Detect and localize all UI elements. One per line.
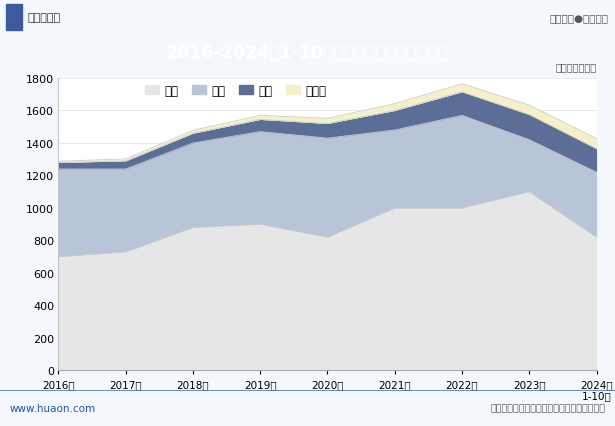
Text: 华经情报网: 华经情报网 <box>28 13 61 23</box>
Text: 2016-2024年1-10月湖南省各发电类型发电量: 2016-2024年1-10月湖南省各发电类型发电量 <box>166 43 449 62</box>
Text: 数据来源：国家统计局，华经产业研究院整理: 数据来源：国家统计局，华经产业研究院整理 <box>491 403 606 412</box>
Text: 单位：亿千瓦时: 单位：亿千瓦时 <box>555 63 597 72</box>
Text: 专业严谨●客观科学: 专业严谨●客观科学 <box>550 13 609 23</box>
Text: www.huaon.com: www.huaon.com <box>9 403 95 413</box>
Bar <box>6 6 22 31</box>
Legend: 火力, 水力, 风力, 太阳能: 火力, 水力, 风力, 太阳能 <box>145 85 326 98</box>
